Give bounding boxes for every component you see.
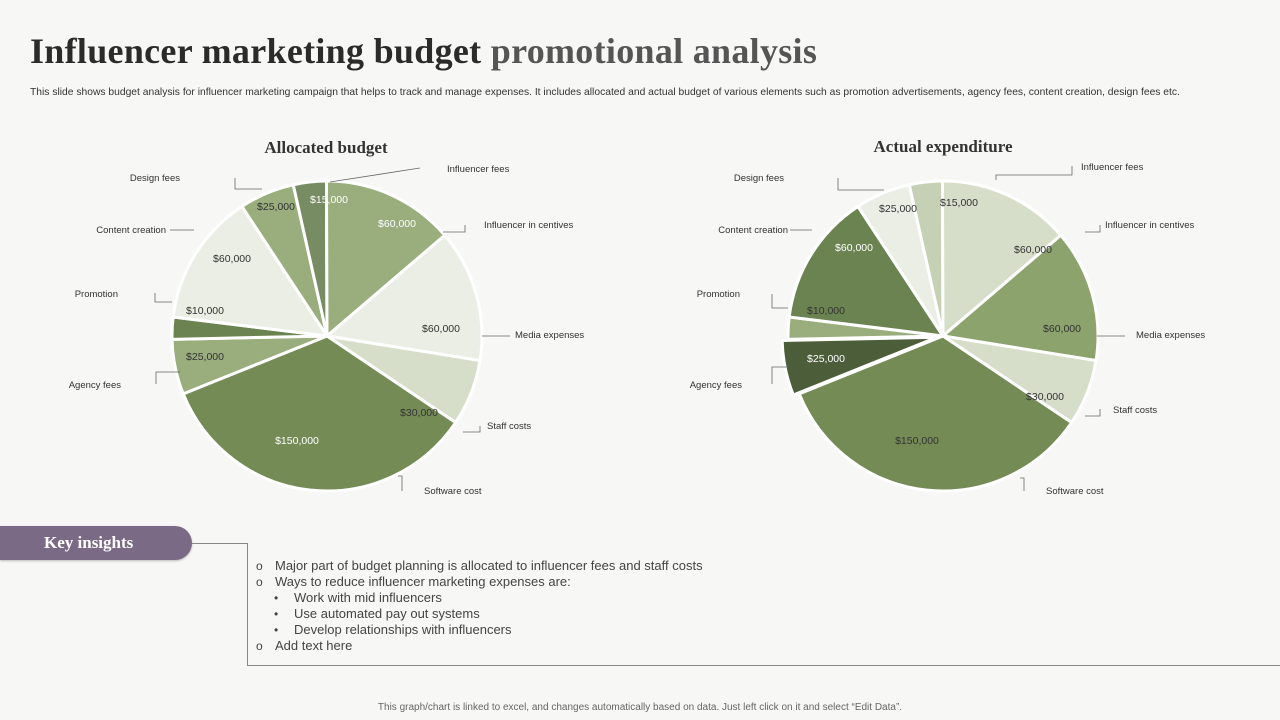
- slice-category-label: Influencer fees: [447, 164, 510, 175]
- slice-value-label: $60,000: [422, 323, 460, 335]
- slice-value-label: $150,000: [275, 435, 319, 447]
- insight-text: Develop relationships with influencers: [294, 622, 512, 637]
- slice-value-label: $60,000: [1043, 323, 1081, 335]
- slice-category-label: Agency fees: [690, 380, 743, 391]
- callout-leader-line: [443, 225, 466, 233]
- insight-text: Use automated pay out systems: [294, 606, 480, 621]
- bullet-marker: •: [274, 607, 279, 621]
- slice-value-label: $30,000: [400, 407, 438, 419]
- slice-value-label: $25,000: [186, 351, 224, 363]
- insight-text: Add text here: [275, 638, 353, 653]
- slice-value-label: $25,000: [879, 203, 917, 215]
- bullet-marker: o: [256, 575, 263, 589]
- callout-leader-line: [995, 166, 1073, 180]
- slice-category-label: Influencer in centives: [484, 220, 573, 231]
- insights-connector-bottom: [247, 665, 1280, 666]
- callout-leader-line: [1020, 477, 1025, 491]
- pie-slice-influencer-in-centives: [940, 179, 1063, 338]
- pie-slice-media-expenses: [941, 233, 1100, 363]
- slice-value-label: $15,000: [940, 197, 978, 209]
- bullet-marker: o: [256, 639, 263, 653]
- bullet-marker: o: [256, 559, 263, 573]
- callout-leader-line: [329, 167, 421, 183]
- insights-connector-vertical: [247, 543, 248, 666]
- callout-leader-line: [771, 294, 788, 309]
- pie-chart-allocated-budget: Allocated budget $15,000 Influencer fees $…: [69, 138, 585, 497]
- callout-leader-line: [1085, 225, 1101, 233]
- callout-leader-line: [234, 178, 262, 190]
- callout-leader-line: [154, 293, 172, 303]
- pie-slice-design-fees: [856, 183, 945, 338]
- slice-value-label: $60,000: [1014, 244, 1052, 256]
- slice-category-label: Promotion: [697, 289, 740, 300]
- pie-slice-content-creation: [787, 204, 945, 338]
- callout-leader-line: [155, 371, 180, 384]
- slice-value-label: $60,000: [213, 253, 251, 265]
- slice-category-label: Content creation: [96, 225, 166, 236]
- insight-subitem: • Develop relationships with influencers: [256, 622, 703, 638]
- slice-value-label: $150,000: [895, 435, 939, 447]
- slice-category-label: Media expenses: [515, 330, 584, 341]
- key-insights-label: Key insights: [44, 533, 134, 552]
- slice-category-label: Influencer fees: [1081, 162, 1144, 173]
- slice-category-label: Promotion: [75, 289, 118, 300]
- chart-title-allocated: Allocated budget: [264, 138, 388, 157]
- callout-leader-line: [1085, 409, 1101, 417]
- slice-value-label: $10,000: [807, 305, 845, 317]
- pie-slice-agency-fees: [780, 335, 939, 397]
- bullet-marker: •: [274, 591, 279, 605]
- insight-item: o Major part of budget planning is alloca…: [256, 558, 703, 574]
- slice-value-label: $10,000: [186, 305, 224, 317]
- charts-canvas: Allocated budget $15,000 Influencer fees $…: [69, 137, 1206, 497]
- slice-category-label: Staff costs: [487, 421, 531, 432]
- slice-category-label: Agency fees: [69, 380, 122, 391]
- insight-subitem: • Work with mid influencers: [256, 590, 703, 606]
- slice-value-label: $25,000: [257, 201, 295, 213]
- slice-value-label: $25,000: [807, 353, 845, 365]
- slice-value-label: $30,000: [1026, 391, 1064, 403]
- slice-category-label: Influencer in centives: [1105, 220, 1194, 231]
- slice-value-label: $60,000: [378, 218, 416, 230]
- insight-text: Ways to reduce influencer marketing expe…: [275, 574, 571, 589]
- slice-category-label: Media expenses: [1136, 330, 1205, 341]
- slice-category-label: Content creation: [718, 225, 788, 236]
- insight-item: o Ways to reduce influencer marketing exp…: [256, 574, 703, 590]
- slice-category-label: Design fees: [130, 173, 180, 184]
- bullet-marker: •: [274, 623, 279, 637]
- pie-slice-design-fees: [240, 183, 329, 338]
- pie-slice-media-expenses: [325, 233, 484, 363]
- insights-connector-top: [192, 543, 248, 544]
- callout-leader-line: [463, 426, 481, 433]
- title-part-1: Influencer marketing budget: [30, 31, 482, 71]
- slice-category-label: Staff costs: [1113, 405, 1157, 416]
- slice-value-label: $15,000: [310, 194, 348, 206]
- pie-slice-software-cost: [181, 334, 458, 493]
- slice-category-label: Software cost: [1046, 486, 1104, 497]
- page-subtitle: This slide shows budget analysis for inf…: [30, 87, 1180, 98]
- pie-chart-actual-expenditure: Actual expenditure $15,000 Influencer fee…: [690, 137, 1206, 497]
- key-insights-badge: Key insights: [0, 526, 192, 560]
- callout-leader-line: [771, 366, 788, 384]
- callout-leader-line: [837, 178, 884, 191]
- footer-note: This graph/chart is linked to excel, and…: [377, 702, 903, 713]
- callout-leader-line: [398, 475, 403, 491]
- page-title: Influencer marketing budget promotional …: [30, 30, 817, 72]
- slice-value-label: $60,000: [835, 242, 873, 254]
- slice-category-label: Design fees: [734, 173, 784, 184]
- pie-slice-content-creation: [171, 204, 329, 338]
- insight-text: Work with mid influencers: [294, 590, 442, 605]
- title-part-2: promotional analysis: [490, 31, 818, 71]
- chart-title-actual: Actual expenditure: [874, 137, 1013, 156]
- key-insights-list: o Major part of budget planning is alloca…: [256, 558, 703, 654]
- slice-category-label: Software cost: [424, 486, 482, 497]
- insight-text: Major part of budget planning is allocat…: [275, 558, 703, 573]
- pie-slice-software-cost: [797, 334, 1074, 493]
- insight-subitem: • Use automated pay out systems: [256, 606, 703, 622]
- insight-item: o Add text here: [256, 638, 703, 654]
